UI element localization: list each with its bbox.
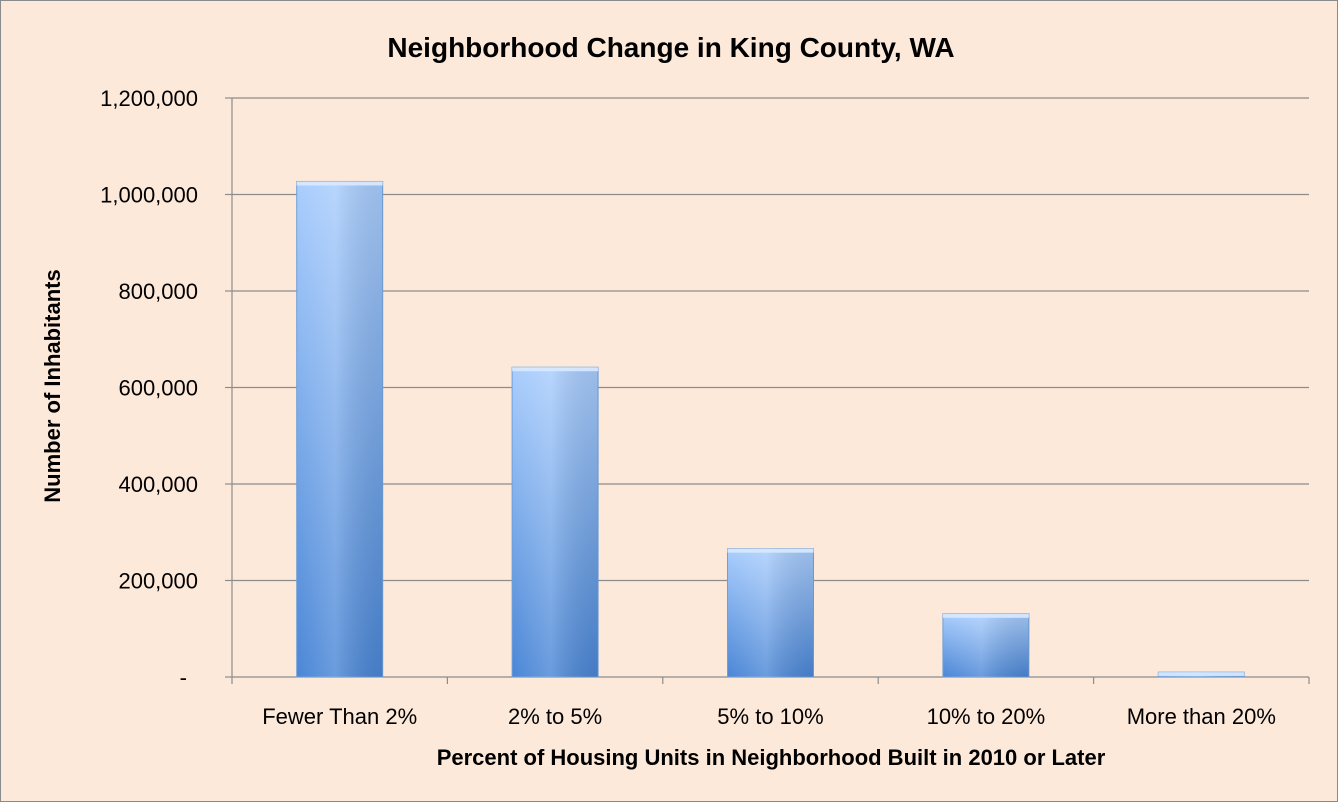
x-tick-label: 5% to 10% [717,704,823,729]
bar-cap [1158,672,1245,677]
bar-sheen [727,548,814,677]
y-tick-label: - [180,665,187,690]
x-tick-label: 2% to 5% [508,704,602,729]
bar-group [296,180,384,678]
bar-group [942,613,1030,678]
gridlines [225,97,1309,678]
bar-cap [512,367,599,372]
y-tick-label: 800,000 [118,279,198,304]
x-axis-title: Percent of Housing Units in Neighborhood… [437,745,1106,770]
bar-group [511,366,599,678]
bar-group [727,548,814,678]
bar-cap [296,181,383,186]
y-tick-label: 1,200,000 [100,86,198,111]
x-tick-label: Fewer Than 2% [262,704,417,729]
bar-cap [727,548,814,553]
bar-sheen [296,181,383,677]
chart-title: Neighborhood Change in King County, WA [387,32,954,63]
y-tick-label: 600,000 [118,376,198,401]
y-tick-label: 400,000 [118,472,198,497]
y-axis-title: Number of Inhabitants [40,269,65,502]
bar-sheen [942,613,1029,677]
y-tick-label: 200,000 [118,569,198,594]
x-tick-labels: Fewer Than 2% 2% to 5% 5% to 10% 10% to 20%… [262,704,1276,729]
bar-group [1157,671,1245,678]
bar-cap [942,613,1029,618]
x-tick-label: 10% to 20% [927,704,1046,729]
bar-sheen [512,367,599,677]
bars [296,180,1245,678]
y-tick-label: 1,000,000 [100,183,198,208]
y-tick-labels: - 200,000 400,000 600,000 800,000 1,000,000 1,… [100,86,198,690]
x-tick-label: More than 20% [1127,704,1276,729]
